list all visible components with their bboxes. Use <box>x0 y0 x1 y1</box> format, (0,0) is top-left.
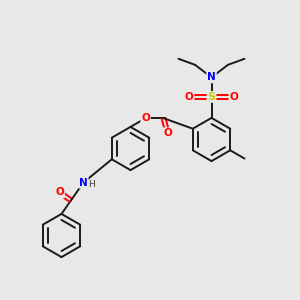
Text: O: O <box>141 113 150 123</box>
Text: H: H <box>88 180 95 189</box>
Text: O: O <box>184 92 194 102</box>
Text: N: N <box>79 178 88 188</box>
Text: O: O <box>163 128 172 138</box>
Text: S: S <box>208 92 215 102</box>
Text: O: O <box>230 92 238 102</box>
Text: O: O <box>55 188 64 197</box>
Text: N: N <box>207 72 216 82</box>
